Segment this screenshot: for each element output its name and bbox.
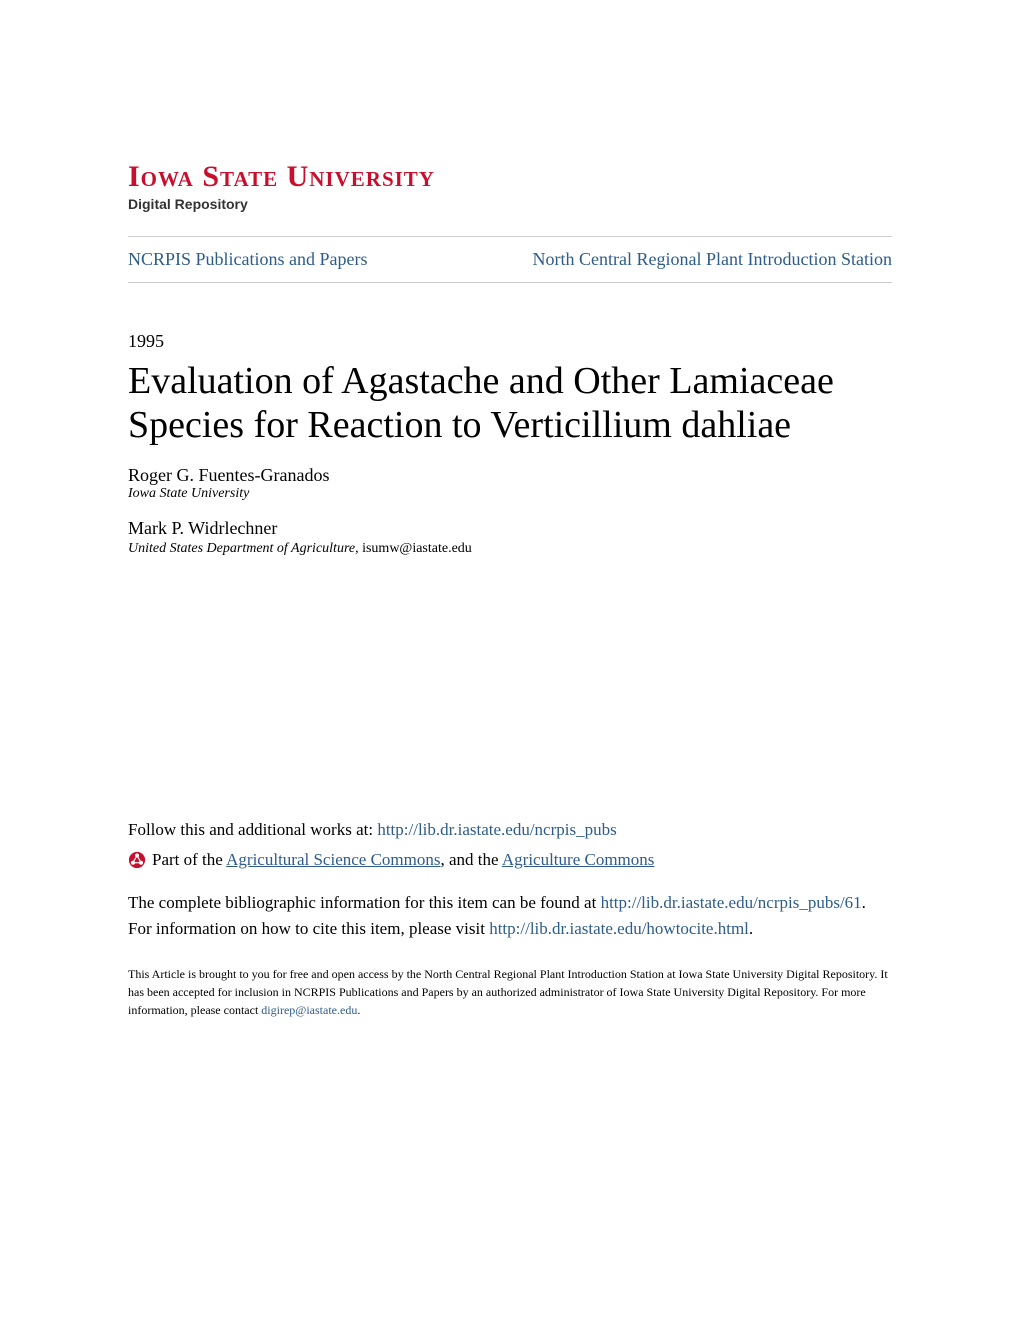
commons-link-2[interactable]: Agriculture Commons — [502, 850, 655, 869]
nav-bar: NCRPIS Publications and Papers North Cen… — [128, 236, 892, 283]
logo-sub-text: Digital Repository — [128, 196, 892, 212]
page-container: Iowa State University Digital Repository… — [0, 0, 1020, 1079]
part-of-text: Part of the Agricultural Science Commons… — [152, 847, 654, 873]
biblio-text-1: The complete bibliographic information f… — [128, 893, 601, 912]
nav-link-collection[interactable]: NCRPIS Publications and Papers — [128, 249, 368, 270]
publication-year: 1995 — [128, 331, 892, 352]
footer-note: This Article is brought to you for free … — [128, 965, 892, 1019]
footer-email-link[interactable]: digirep@iastate.edu — [261, 1003, 357, 1017]
follow-url-link[interactable]: http://lib.dr.iastate.edu/ncrpis_pubs — [377, 820, 616, 839]
logo-main-text: Iowa State University — [128, 160, 892, 194]
follow-line: Follow this and additional works at: htt… — [128, 817, 892, 843]
follow-section: Follow this and additional works at: htt… — [128, 817, 892, 1019]
biblio-period: . — [749, 919, 753, 938]
author-block-1: Roger G. Fuentes-Granados Iowa State Uni… — [128, 465, 892, 502]
part-of-prefix: Part of the — [152, 850, 226, 869]
commons-link-1[interactable]: Agricultural Science Commons — [226, 850, 440, 869]
paper-title: Evaluation of Agastache and Other Lamiac… — [128, 360, 892, 447]
part-of-line: Part of the Agricultural Science Commons… — [128, 847, 892, 873]
author-affiliation: Iowa State University — [128, 486, 892, 502]
biblio-link-1[interactable]: http://lib.dr.iastate.edu/ncrpis_pubs/61 — [601, 893, 862, 912]
footer-period: . — [357, 1003, 360, 1017]
bibliographic-info: The complete bibliographic information f… — [128, 890, 892, 941]
and-separator: , and the — [440, 850, 501, 869]
institution-logo: Iowa State University Digital Repository — [128, 160, 892, 212]
biblio-link-2[interactable]: http://lib.dr.iastate.edu/howtocite.html — [489, 919, 749, 938]
author-name: Roger G. Fuentes-Granados — [128, 465, 892, 486]
nav-link-station[interactable]: North Central Regional Plant Introductio… — [533, 249, 892, 270]
follow-intro-text: Follow this and additional works at: — [128, 820, 377, 839]
network-icon — [128, 851, 146, 869]
footer-text: This Article is brought to you for free … — [128, 967, 888, 1017]
author-name: Mark P. Widrlechner — [128, 518, 892, 539]
author-affiliation: United States Department of Agriculture — [128, 541, 355, 556]
author-block-2: Mark P. Widrlechner United States Depart… — [128, 518, 892, 557]
author-affiliation-line: United States Department of Agriculture,… — [128, 539, 892, 557]
author-email: isumw@iastate.edu — [362, 541, 472, 556]
